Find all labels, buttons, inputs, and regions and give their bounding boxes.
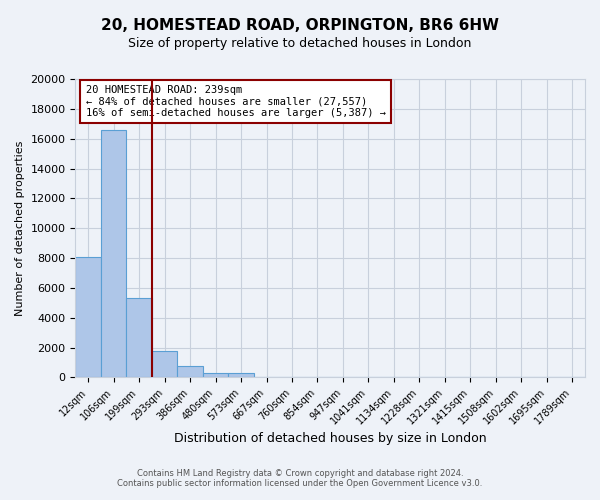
Bar (152, 350, 178, 378)
X-axis label: Distribution of detached houses by size in London: Distribution of detached houses by size … (174, 432, 487, 445)
Text: Size of property relative to detached houses in London: Size of property relative to detached ho… (128, 38, 472, 51)
Bar (76, 256, 101, 378)
Y-axis label: Number of detached properties: Number of detached properties (15, 140, 25, 316)
Text: 20, HOMESTEAD ROAD, ORPINGTON, BR6 6HW: 20, HOMESTEAD ROAD, ORPINGTON, BR6 6HW (101, 18, 499, 32)
Text: Contains HM Land Registry data © Crown copyright and database right 2024.: Contains HM Land Registry data © Crown c… (137, 468, 463, 477)
Text: 20 HOMESTEAD ROAD: 239sqm
← 84% of detached houses are smaller (27,557)
16% of s: 20 HOMESTEAD ROAD: 239sqm ← 84% of detac… (86, 85, 386, 118)
Bar (228, 373, 254, 378)
Text: Contains public sector information licensed under the Open Government Licence v3: Contains public sector information licen… (118, 478, 482, 488)
Bar (127, 298, 152, 378)
Bar (101, 130, 127, 378)
Bar (178, 366, 203, 378)
Bar (203, 373, 228, 378)
